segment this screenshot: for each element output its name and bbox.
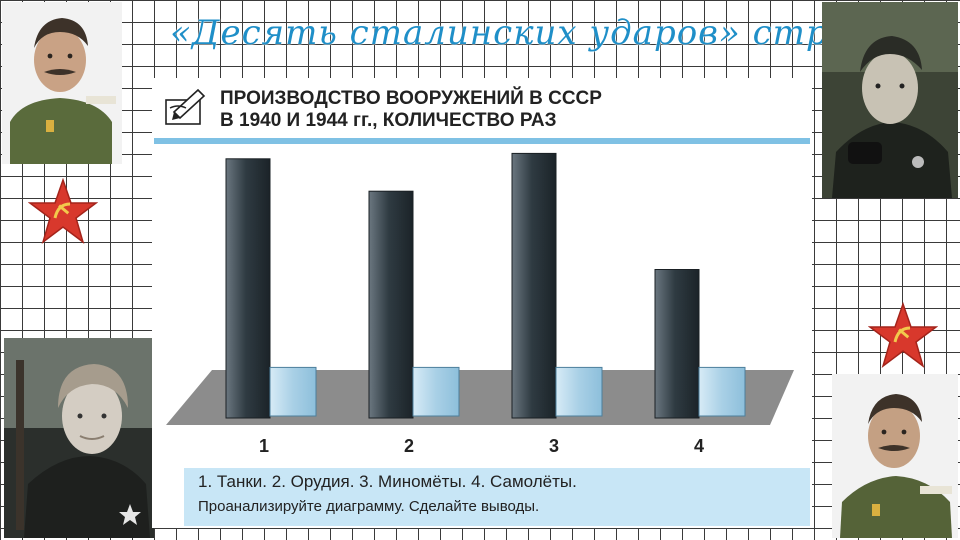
bar-dark-2 (368, 190, 414, 419)
figure-title-line-1: ПРОИЗВОДСТВО ВООРУЖЕНИЙ В СССР (220, 88, 602, 109)
bar-light-1 (269, 366, 317, 417)
task-text: Проанализируйте диаграмму. Сделайте выво… (198, 498, 540, 515)
photo-portrait-bottom-right (832, 374, 958, 538)
header-rule (154, 138, 810, 144)
chart-floor (166, 370, 794, 425)
pencil-icon (164, 86, 210, 130)
x-tick-label: 4 (694, 436, 704, 456)
bar-dark-1 (225, 158, 271, 419)
bar-chart: 1 2 3 4 (166, 152, 794, 456)
figure-caption: 1. Танки. 2. Орудия. 3. Миномёты. 4. Сам… (184, 468, 810, 526)
figure-title-line-2: В 1940 И 1944 гг., КОЛИЧЕСТВО РАЗ (220, 110, 557, 131)
bar-light-4 (698, 366, 746, 417)
x-tick-label: 3 (549, 436, 559, 456)
star-icon (867, 301, 939, 368)
photo-portrait-top-left (2, 2, 122, 164)
bar-dark-4 (654, 269, 700, 419)
photo-portrait-bottom-left (4, 338, 154, 538)
bar-light-2 (412, 366, 460, 417)
figure-title: ПРОИЗВОДСТВО ВООРУЖЕНИЙ В СССР В 1940 И … (220, 88, 800, 132)
hammer-sickle-icon (893, 326, 911, 343)
hammer-sickle-icon (53, 202, 71, 219)
bar-light-3 (555, 366, 603, 417)
textbook-figure: ПРОИЗВОДСТВО ВООРУЖЕНИЙ В СССР В 1940 И … (154, 80, 810, 526)
figure-header: ПРОИЗВОДСТВО ВООРУЖЕНИЙ В СССР В 1940 И … (154, 80, 810, 144)
star-icon (27, 177, 99, 244)
legend-text: 1. Танки. 2. Орудия. 3. Миномёты. 4. Сам… (198, 472, 577, 491)
slide-title: «Десять сталинских ударов» стр.240 (170, 13, 909, 53)
photo-portrait-top-right (822, 2, 958, 198)
bar-dark-3 (511, 152, 557, 419)
x-tick-label: 1 (259, 436, 269, 456)
x-tick-label: 2 (404, 436, 414, 456)
